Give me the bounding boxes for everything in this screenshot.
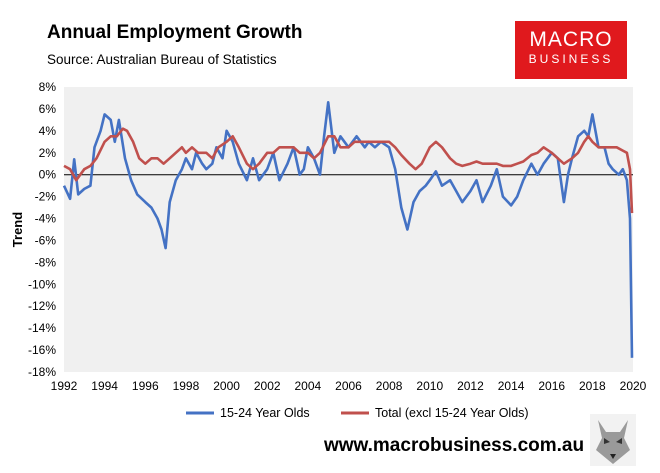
series-layer — [62, 101, 634, 358]
y-tick-label: -16% — [28, 343, 56, 357]
x-tick-label: 2016 — [538, 379, 565, 393]
x-axis: 1992 1994 1996 1998 2000 2002 2004 2006 2008 2010… — [51, 379, 647, 393]
y-tick-label: 2% — [39, 146, 57, 160]
legend-label: 15-24 Year Olds — [220, 406, 310, 420]
y-tick-label: 8% — [39, 80, 57, 94]
y-tick-label: -10% — [28, 277, 56, 291]
chart-title: Annual Employment Growth — [47, 22, 303, 43]
x-tick-label: 2002 — [254, 379, 281, 393]
macrobusiness-logo: MACRO BUSINESS — [515, 21, 627, 79]
x-tick-label: 1992 — [51, 379, 78, 393]
y-tick-label: -18% — [28, 365, 56, 379]
x-tick-label: 1996 — [132, 379, 159, 393]
website-url: www.macrobusiness.com.au — [324, 435, 585, 456]
x-tick-label: 2000 — [213, 379, 240, 393]
y-tick-label: -8% — [35, 255, 57, 269]
plot-area — [64, 87, 633, 372]
x-tick-label: 1994 — [91, 379, 118, 393]
x-tick-label: 2012 — [457, 379, 484, 393]
x-tick-label: 2010 — [416, 379, 443, 393]
y-tick-label: -2% — [35, 190, 57, 204]
y-axis-label: Trend — [10, 212, 25, 247]
y-tick-label: -12% — [28, 299, 56, 313]
x-tick-label: 2008 — [376, 379, 403, 393]
legend: 15-24 Year Olds Total (excl 15-24 Year Ol… — [186, 406, 529, 420]
x-tick-label: 2004 — [295, 379, 322, 393]
series-line-2 — [63, 127, 634, 214]
y-tick-label: 0% — [39, 168, 57, 182]
legend-label: Total (excl 15-24 Year Olds) — [375, 406, 529, 420]
y-tick-label: 6% — [39, 102, 57, 116]
wolf-logo-icon — [590, 414, 636, 466]
x-tick-label: 1998 — [173, 379, 200, 393]
x-tick-label: 2018 — [579, 379, 606, 393]
y-tick-label: 4% — [39, 124, 57, 138]
logo-line-1: MACRO — [529, 28, 613, 51]
x-tick-label: 2006 — [335, 379, 362, 393]
x-tick-label: 2014 — [498, 379, 525, 393]
y-axis: 8% 6% 4% 2% 0% -2% -4% -6% -8% -10% -12% -14% -16% -1… — [28, 80, 56, 379]
logo-line-2: BUSINESS — [528, 52, 614, 66]
y-tick-label: -4% — [35, 212, 57, 226]
y-tick-label: -6% — [35, 233, 57, 247]
x-tick-label: 2020 — [620, 379, 647, 393]
chart-subtitle: Source: Australian Bureau of Statistics — [47, 52, 277, 67]
y-tick-label: -14% — [28, 321, 56, 335]
